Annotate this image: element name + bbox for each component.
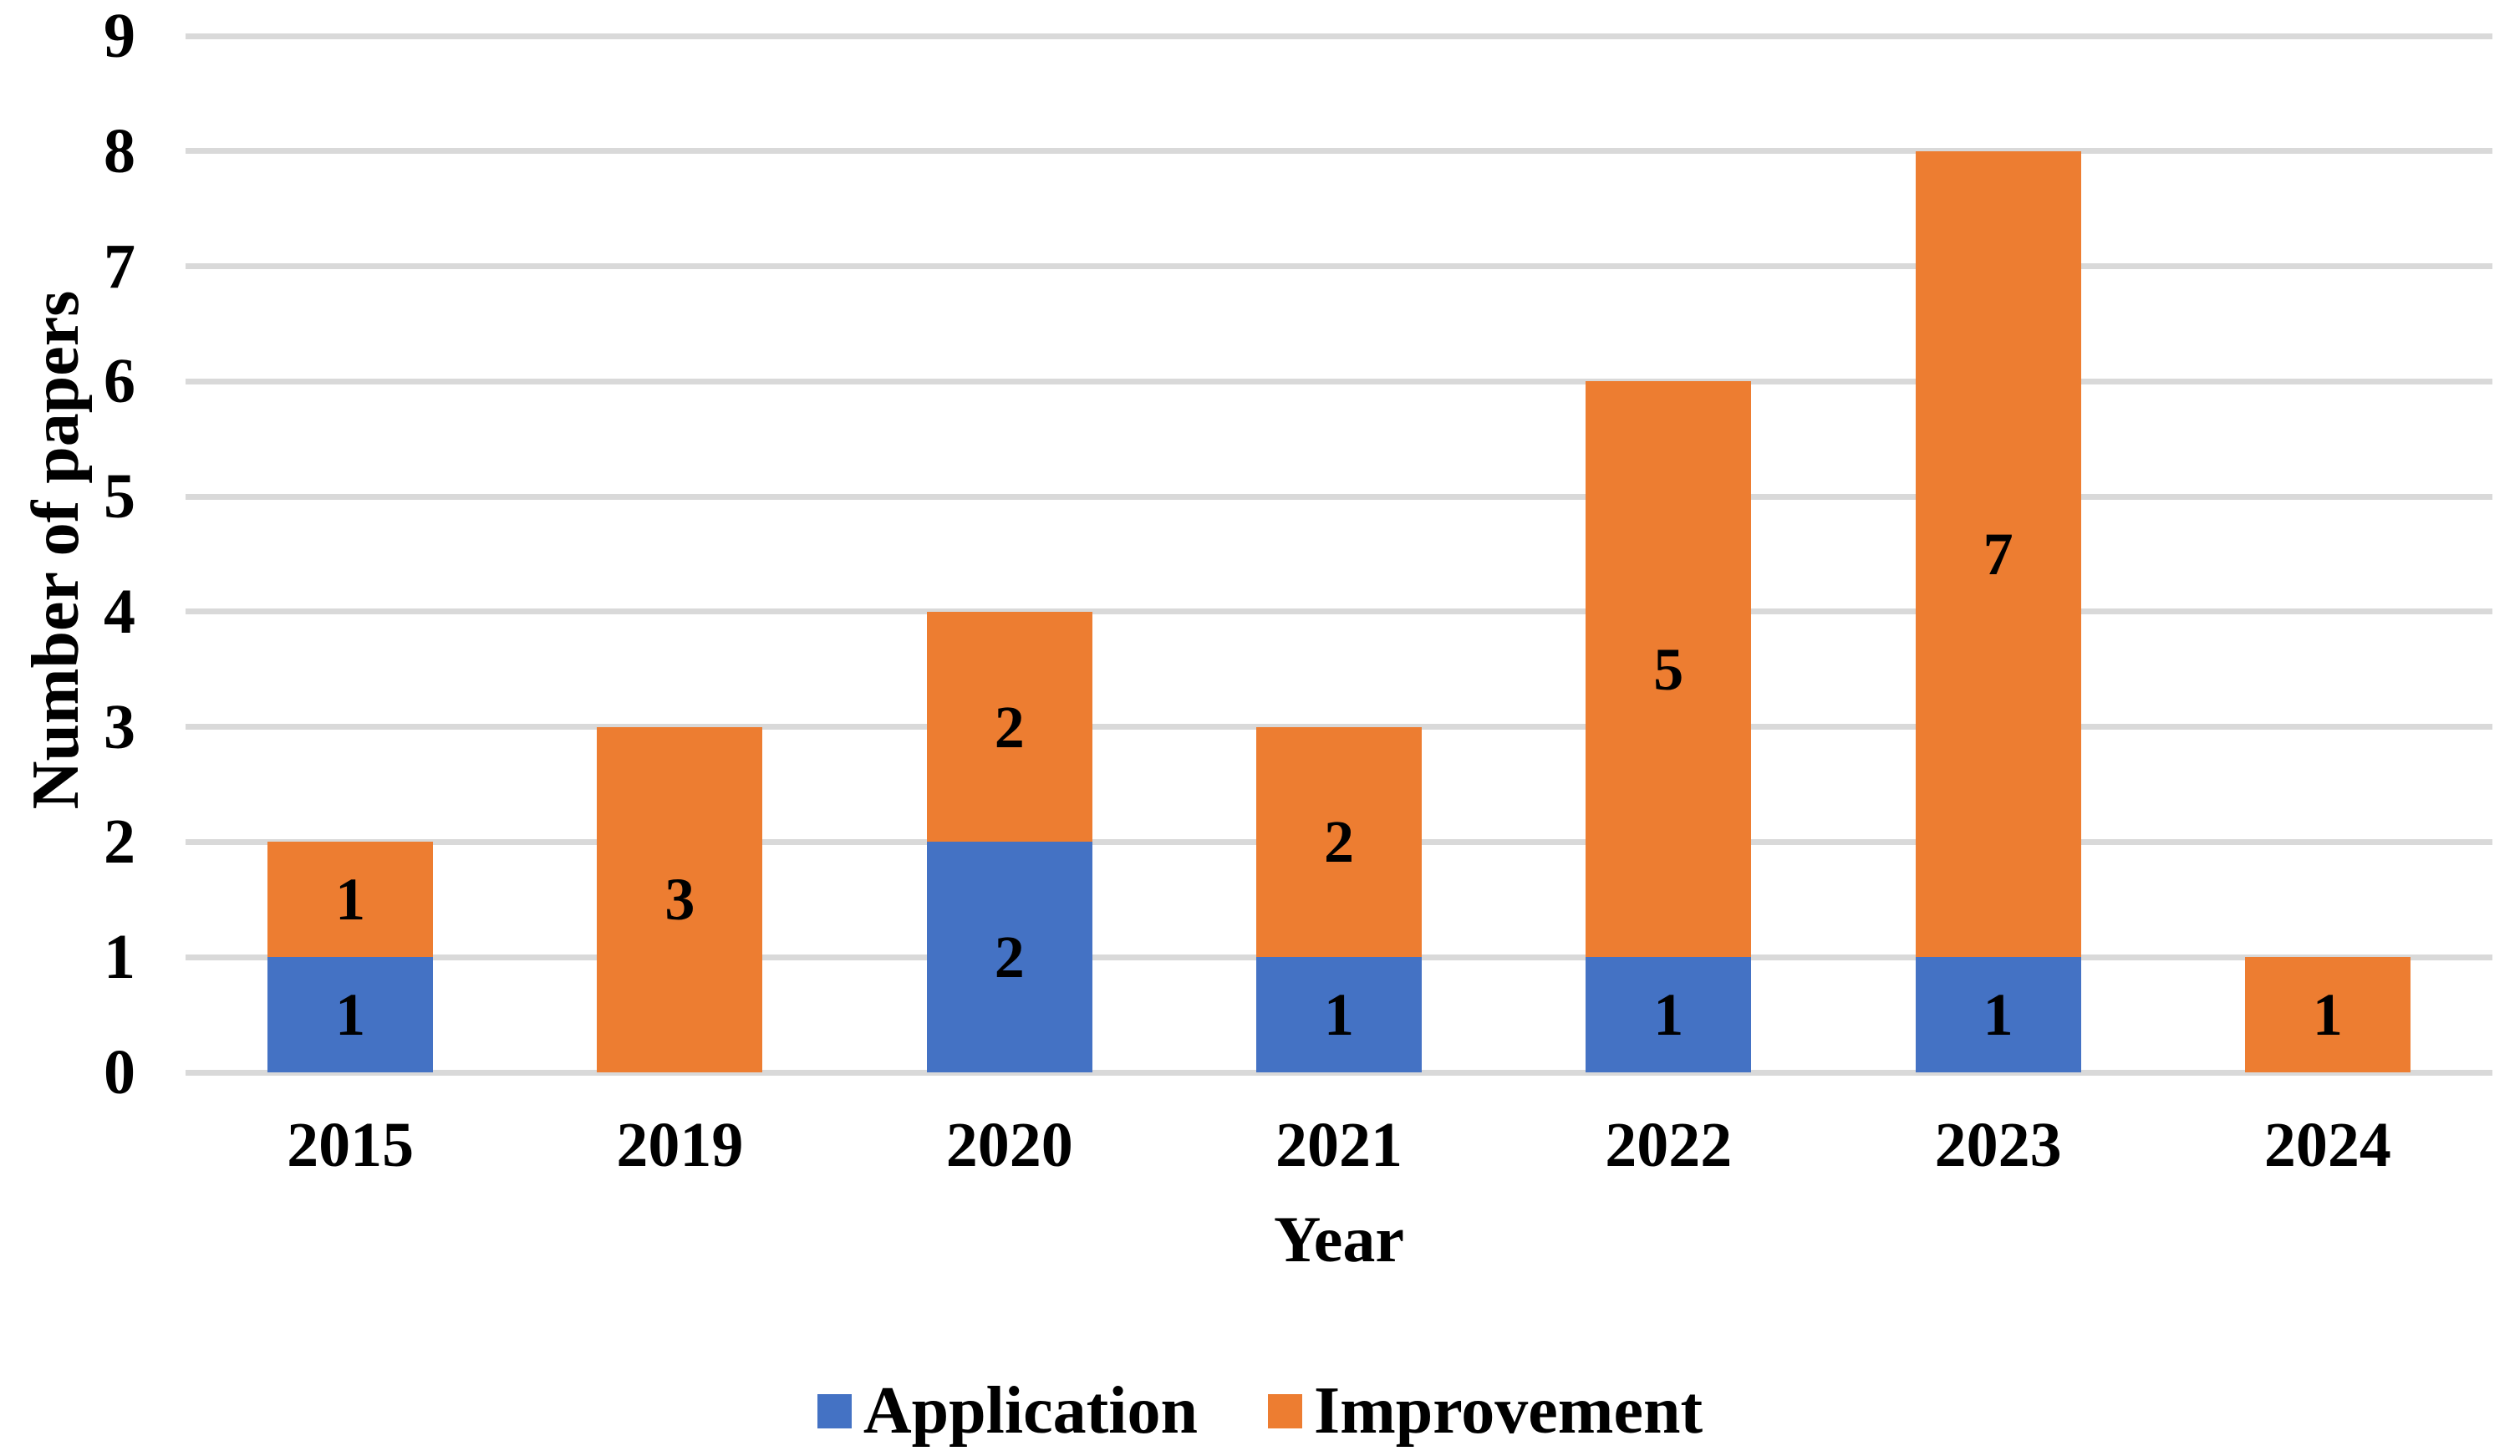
data-label: 1: [1324, 981, 1354, 1049]
y-tick-label-7: 7: [104, 231, 135, 302]
legend-swatch-icon: [817, 1393, 852, 1428]
y-tick-label-3: 3: [104, 691, 135, 762]
y-tick-label-9: 9: [104, 1, 135, 71]
y-tick-label-5: 5: [104, 461, 135, 532]
bar-segment-improvement-2021: 2: [1256, 726, 1422, 958]
data-label: 2: [994, 693, 1025, 761]
bar-segment-application-2021: 1: [1256, 957, 1422, 1072]
bar-segment-application-2020: 2: [926, 842, 1092, 1072]
x-tick-label-2023: 2023: [1934, 1110, 2062, 1180]
gridline-y-4: [186, 608, 2492, 615]
y-tick-label-4: 4: [104, 576, 135, 647]
y-tick-label-6: 6: [104, 346, 135, 417]
legend-swatch-icon: [1267, 1393, 1302, 1428]
y-tick-label-1: 1: [104, 922, 135, 993]
data-label: 5: [1653, 635, 1684, 703]
gridline-y-8: [186, 148, 2492, 155]
data-label: 7: [1983, 520, 2013, 588]
x-tick-label-2022: 2022: [1605, 1110, 1733, 1180]
bar-segment-application-2023: 1: [1915, 957, 2081, 1072]
bar-segment-improvement-2015: 1: [267, 842, 434, 958]
bar-2019: 3: [597, 726, 763, 1072]
bar-segment-improvement-2024: 1: [2244, 957, 2411, 1072]
data-label: 1: [2312, 981, 2343, 1049]
y-tick-label-0: 0: [104, 1037, 135, 1107]
bar-segment-improvement-2023: 7: [1915, 150, 2081, 958]
data-label: 2: [1324, 808, 1354, 876]
x-tick-label-2019: 2019: [616, 1110, 744, 1180]
legend-label: Application: [863, 1374, 1198, 1448]
data-label: 3: [664, 866, 695, 934]
y-tick-label-8: 8: [104, 115, 135, 186]
gridline-y-6: [186, 378, 2492, 384]
y-tick-label-2: 2: [104, 807, 135, 878]
bar-segment-improvement-2019: 3: [597, 726, 763, 1072]
legend-label: Improvement: [1313, 1374, 1703, 1448]
x-tick-label-2020: 2020: [945, 1110, 1073, 1180]
bar-segment-application-2015: 1: [267, 957, 434, 1072]
data-label: 1: [1983, 981, 2013, 1049]
x-tick-label-2015: 2015: [287, 1110, 415, 1180]
data-label: 1: [335, 981, 366, 1049]
legend-item-application: Application: [817, 1375, 1198, 1447]
bar-segment-application-2022: 1: [1586, 957, 1752, 1072]
y-axis-title: Number of papers: [19, 290, 93, 810]
gridline-y-7: [186, 263, 2492, 270]
legend: Application Improvement: [0, 1375, 2520, 1447]
bar-segment-improvement-2022: 5: [1586, 381, 1752, 958]
data-label: 1: [1653, 981, 1684, 1049]
gridline-y-0: [186, 1069, 2492, 1076]
gridline-y-5: [186, 493, 2492, 500]
x-axis-title: Year: [1274, 1203, 1404, 1275]
x-tick-label-2024: 2024: [2263, 1110, 2391, 1180]
legend-item-improvement: Improvement: [1267, 1374, 1703, 1448]
bar-2024: 1: [2244, 957, 2411, 1072]
data-label: 2: [994, 924, 1025, 991]
gridline-y-9: [186, 33, 2492, 39]
bar-segment-improvement-2020: 2: [926, 611, 1092, 843]
data-label: 1: [335, 866, 366, 934]
x-tick-label-2021: 2021: [1275, 1110, 1403, 1180]
